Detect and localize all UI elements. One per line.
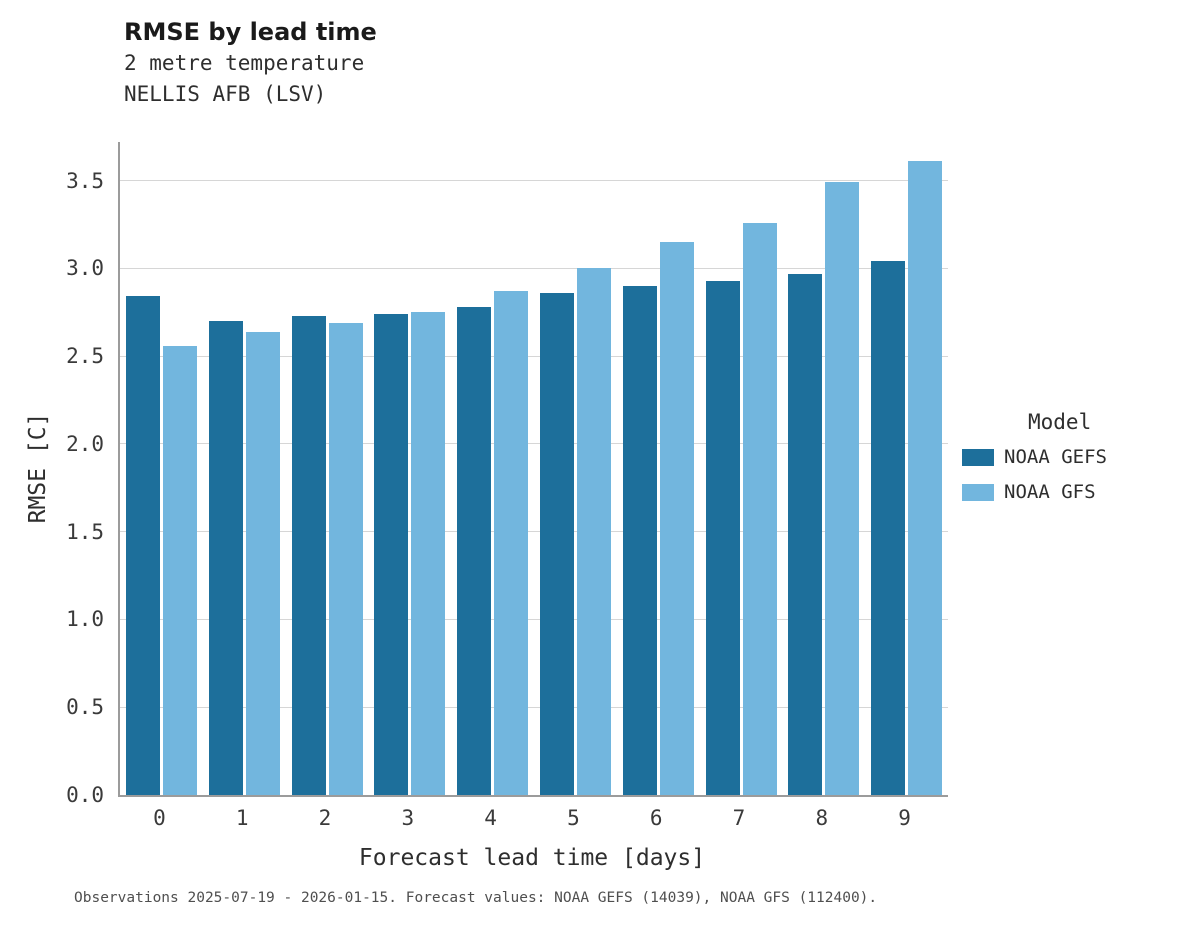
x-axis-tick-labels: 0 1 2 3 4 5 6 7 8 9 xyxy=(118,806,946,836)
bar-noaa-gefs-day-6 xyxy=(622,285,657,795)
y-tick-label: 2.0 xyxy=(66,431,104,456)
bar-noaa-gfs-day-4 xyxy=(494,291,529,795)
bar-noaa-gfs-day-2 xyxy=(328,322,363,795)
gridline xyxy=(120,180,948,182)
legend-item-noaa-gefs: NOAA GEFS xyxy=(962,446,1182,468)
bar-noaa-gefs-day-5 xyxy=(539,292,574,795)
legend-label: NOAA GFS xyxy=(1004,481,1096,503)
y-tick-label: 0.5 xyxy=(66,695,104,720)
bar-noaa-gefs-day-0 xyxy=(125,296,160,795)
x-tick-label: 4 xyxy=(484,806,497,830)
bar-noaa-gefs-day-7 xyxy=(705,280,740,795)
bar-noaa-gfs-day-6 xyxy=(659,242,694,795)
title-block: RMSE by lead time 2 metre temperature NE… xyxy=(124,16,377,110)
bar-noaa-gfs-day-8 xyxy=(825,182,860,795)
gridline xyxy=(120,267,948,269)
y-tick-label: 2.5 xyxy=(66,344,104,369)
legend-swatch-icon xyxy=(962,483,994,501)
x-tick-label: 8 xyxy=(815,806,829,830)
legend: Model NOAA GEFS NOAA GFS xyxy=(962,410,1182,516)
bar-noaa-gfs-day-7 xyxy=(742,222,777,795)
bar-noaa-gefs-day-1 xyxy=(208,321,243,795)
legend-swatch-icon xyxy=(962,448,994,466)
x-tick-label: 0 xyxy=(153,806,166,830)
legend-items: NOAA GEFS NOAA GFS xyxy=(962,446,1182,503)
caption: Observations 2025-07-19 - 2026-01-15. Fo… xyxy=(74,890,878,906)
y-tick-label: 1.0 xyxy=(66,607,104,632)
legend-item-noaa-gfs: NOAA GFS xyxy=(962,481,1182,503)
legend-title: Model xyxy=(1028,410,1092,434)
gridline xyxy=(120,443,948,445)
x-tick-label: 5 xyxy=(567,806,580,830)
x-axis-label: Forecast lead time [days] xyxy=(358,845,706,871)
legend-label: NOAA GEFS xyxy=(1004,446,1107,468)
y-tick-label: 0.0 xyxy=(66,783,104,807)
x-tick-label: 2 xyxy=(318,806,332,830)
bar-noaa-gfs-day-9 xyxy=(908,161,943,795)
bar-noaa-gfs-day-0 xyxy=(162,345,197,795)
bar-noaa-gefs-day-8 xyxy=(788,273,823,795)
chart-subtitle: 2 metre temperature xyxy=(124,51,365,75)
chart-subtitle-station: NELLIS AFB (LSV) xyxy=(124,82,327,106)
bar-noaa-gfs-day-3 xyxy=(411,312,446,795)
gridline xyxy=(120,706,948,708)
bar-noaa-gefs-day-9 xyxy=(871,261,906,795)
gridline xyxy=(120,531,948,533)
y-axis-tick-labels: 0.0 0.5 1.0 1.5 2.0 2.5 3.0 3.5 xyxy=(24,142,104,807)
bar-noaa-gfs-day-5 xyxy=(576,268,611,795)
x-tick-label: 1 xyxy=(235,806,249,830)
y-tick-label: 1.5 xyxy=(66,519,104,544)
y-tick-label: 3.5 xyxy=(66,168,104,193)
bar-noaa-gefs-day-2 xyxy=(291,315,326,795)
x-tick-label: 6 xyxy=(649,806,663,830)
x-tick-label: 9 xyxy=(898,806,911,830)
gridline xyxy=(120,355,948,357)
y-tick-label: 3.0 xyxy=(66,256,104,281)
x-tick-label: 7 xyxy=(732,806,746,830)
bar-noaa-gefs-day-4 xyxy=(457,307,492,795)
chart-title: RMSE by lead time xyxy=(124,18,377,46)
bar-noaa-gefs-day-3 xyxy=(374,314,409,795)
bar-noaa-gfs-day-1 xyxy=(245,331,280,795)
x-tick-label: 3 xyxy=(401,806,415,830)
plot-area xyxy=(118,142,948,797)
gridline xyxy=(120,618,948,620)
